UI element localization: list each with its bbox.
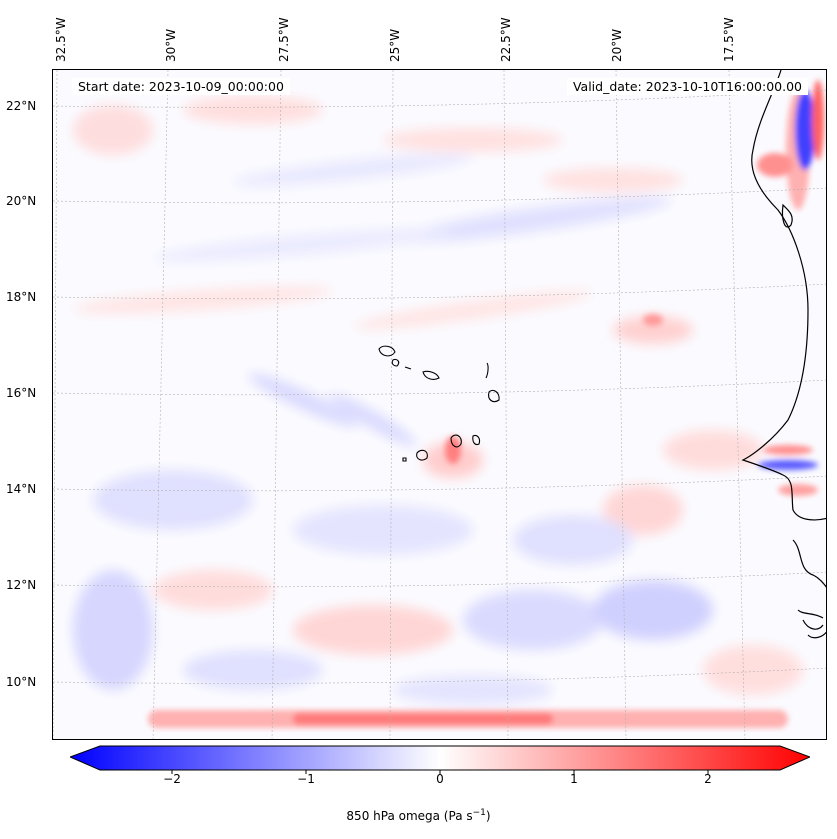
colorbar-tick-minus1: −1 [297,772,315,786]
coastline [741,70,826,639]
lat-label-10n: 10°N [6,675,37,689]
lon-label-20w: 20°W [610,28,624,62]
lat-label-20n: 20°N [6,194,37,208]
lon-label-27-5w: 27.5°W [277,17,291,62]
map-frame [52,69,827,740]
lon-label-32-5w: 32.5°W [54,17,68,62]
omega-field [53,70,826,739]
lat-label-22n: 22°N [6,99,37,113]
lat-label-14n: 14°N [6,482,37,496]
start-date-label: Start date: 2023-10-09_00:00:00 [72,78,290,95]
colorbar-tick-1: 1 [570,772,578,786]
colorbar-tick-0: 0 [436,772,444,786]
lon-label-30w: 30°W [164,28,178,62]
lat-label-18n: 18°N [6,290,37,304]
graticule [53,70,826,739]
lat-label-16n: 16°N [6,386,37,400]
colorbar-bar [70,745,810,771]
colorbar-tick-2: 2 [704,772,712,786]
valid-date-label: Valid_date: 2023-10-10T16:00:00.00 [566,78,808,95]
colorbar [70,745,810,774]
lon-label-25w: 25°W [388,28,402,62]
lon-label-17-5w: 17.5°W [722,17,736,62]
colorbar-tick-minus2: −2 [163,772,181,786]
colorbar-label: 850 hPa omega (Pa s−1) [346,808,491,823]
lon-label-22-5w: 22.5°W [499,17,513,62]
omega-strong-features [148,80,824,728]
lat-label-12n: 12°N [6,578,37,592]
cape-verde-islands [378,345,500,462]
omega-anomalies [73,96,803,705]
